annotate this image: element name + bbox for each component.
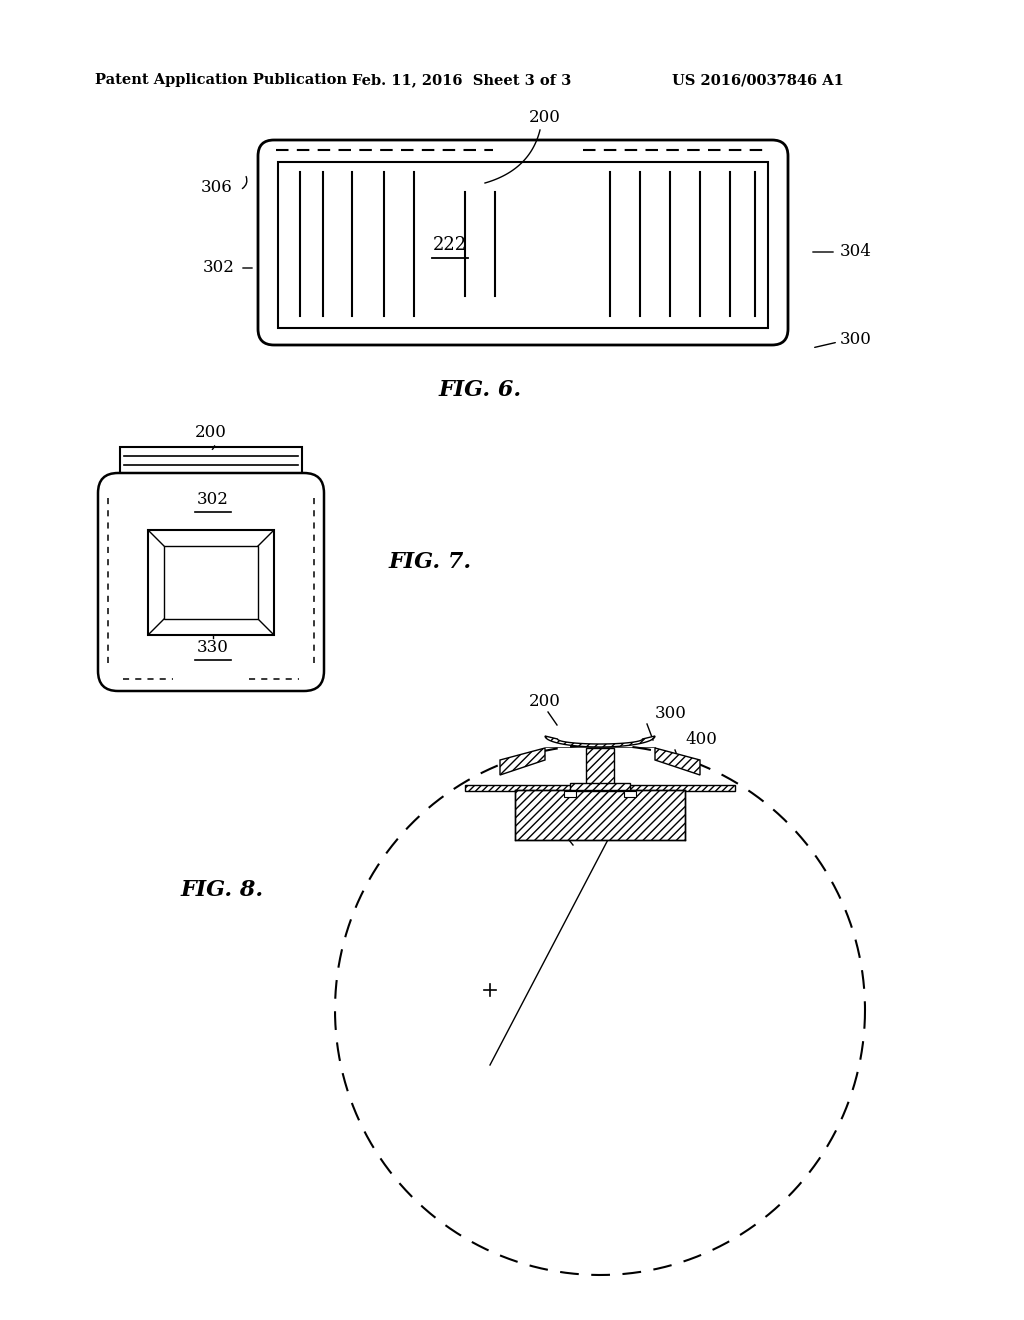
Polygon shape [655, 748, 700, 775]
Bar [164, 546, 258, 619]
Bar [465, 785, 735, 791]
Text: 302: 302 [197, 491, 229, 508]
Text: FIG. 6.: FIG. 6. [438, 379, 521, 401]
Bar [120, 447, 302, 475]
Polygon shape [586, 748, 614, 785]
Polygon shape [570, 783, 630, 791]
Bar [148, 531, 274, 635]
FancyBboxPatch shape [98, 473, 324, 690]
Text: US 2016/0037846 A1: US 2016/0037846 A1 [672, 73, 844, 87]
Text: FIG. 8.: FIG. 8. [180, 879, 263, 902]
Text: 304: 304 [840, 243, 871, 260]
Polygon shape [545, 737, 655, 747]
Polygon shape [500, 748, 545, 775]
Text: FIG. 7.: FIG. 7. [388, 550, 472, 573]
Text: 302: 302 [203, 260, 234, 276]
Text: Patent Application Publication: Patent Application Publication [95, 73, 347, 87]
Text: 402: 402 [575, 826, 607, 843]
Bar [624, 791, 636, 797]
Text: 200: 200 [529, 110, 561, 125]
Text: 400: 400 [685, 731, 717, 748]
Bar [278, 162, 768, 327]
Text: 200: 200 [195, 424, 227, 441]
FancyBboxPatch shape [258, 140, 788, 345]
Text: 300: 300 [840, 331, 871, 348]
Text: 200: 200 [529, 693, 561, 710]
Text: Feb. 11, 2016  Sheet 3 of 3: Feb. 11, 2016 Sheet 3 of 3 [352, 73, 571, 87]
Text: 222: 222 [433, 236, 467, 253]
Polygon shape [515, 789, 685, 840]
Bar [564, 791, 575, 797]
Text: 300: 300 [655, 705, 687, 722]
Bar [465, 785, 735, 791]
Text: 306: 306 [202, 180, 233, 197]
Text: 330: 330 [197, 639, 229, 656]
